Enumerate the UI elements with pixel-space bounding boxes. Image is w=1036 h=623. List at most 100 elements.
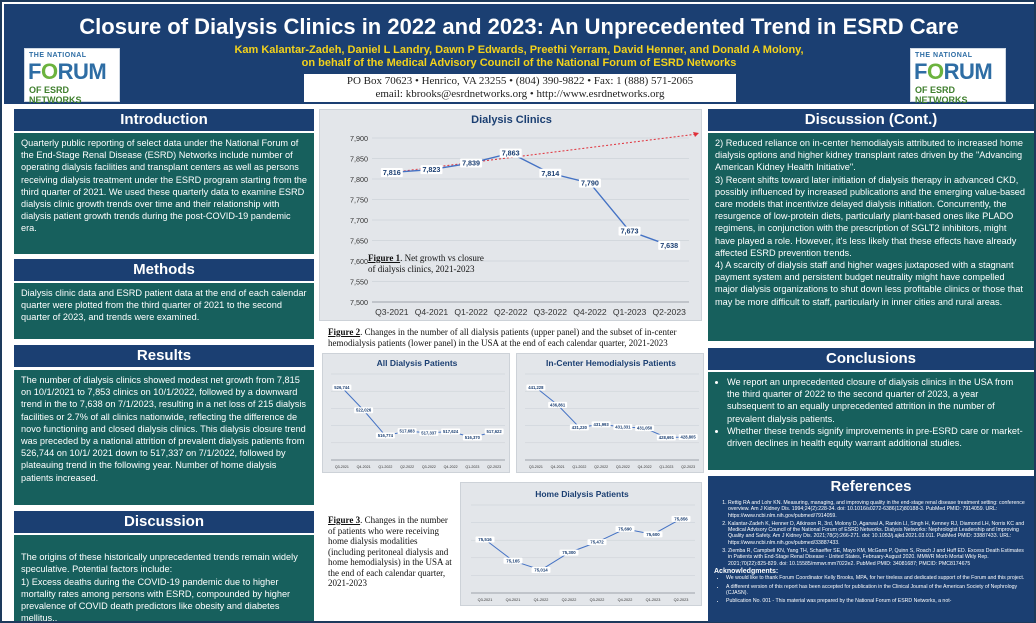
results-text: The number of dialysis clinics showed mo… <box>21 375 307 483</box>
logo-rum: RUM <box>943 59 993 84</box>
chart-title: All Dialysis Patients <box>377 358 458 368</box>
dialysis-clinics-svg: Dialysis Clinics 7,500 7,550 7,600 7,650 7,70… <box>350 114 699 317</box>
x-tick-label: Q2-2023 <box>681 465 695 469</box>
contact-address: PO Box 70623 • Henrico, VA 23255 • (804)… <box>346 75 694 87</box>
y-tick-label: 7,500 <box>350 298 368 307</box>
data-label: 428,691 <box>659 435 675 440</box>
figure3-text: . Changes in the number of patients who … <box>328 515 452 588</box>
x-tick-label: Q3-2021 <box>335 465 349 469</box>
x-tick-label: Q4-2021 <box>551 465 565 469</box>
discussion-body: The origins of these historically unprec… <box>14 535 314 623</box>
data-label: 75,472 <box>590 540 604 545</box>
x-tick-label: Q3-2022 <box>590 598 605 602</box>
x-tick-label: Q4-2022 <box>638 465 652 469</box>
data-label-bg <box>380 167 403 177</box>
ack-item: A different version of this report has b… <box>726 584 1028 597</box>
x-tick-label: Q2-2023 <box>674 598 689 602</box>
x-tick-label: Q2-2023 <box>652 307 686 317</box>
data-label: 431,230 <box>572 425 588 430</box>
header-banner: Closure of Dialysis Clinics in 2022 and … <box>4 4 1034 105</box>
data-label: 517,624 <box>443 429 459 434</box>
poster-title: Closure of Dialysis Clinics in 2022 and … <box>79 14 959 39</box>
discussion-cont-body: 2) Reduced reliance on in-center hemodia… <box>708 133 1034 341</box>
authors: Kam Kalantar-Zadeh, Daniel L Landry, Daw… <box>4 44 1034 70</box>
data-label-bg <box>420 165 443 175</box>
introduction-heading: Introduction <box>14 109 314 131</box>
results-heading: Results <box>14 345 314 367</box>
discussion-point-4: 4) A scarcity of dialysis staff and high… <box>715 260 1023 307</box>
references-body: Rettig RA and Lohr KN. Measuring, managi… <box>708 497 1034 622</box>
forum-logo-right: THE NATIONAL FORUM OF ESRD NETWORKS <box>910 48 1006 105</box>
y-tick-label: 7,750 <box>350 196 368 205</box>
x-tick-label: Q2-2022 <box>562 598 577 602</box>
conclusions-body: We report an unprecedented closure of di… <box>708 372 1034 470</box>
figure2-label: Figure 2 <box>328 327 361 337</box>
x-tick-label: Q1-2022 <box>534 598 549 602</box>
logo-f: F <box>914 59 927 84</box>
data-label: 517,622 <box>487 429 503 434</box>
y-tick-label: 7,550 <box>350 278 368 287</box>
data-label-bg <box>591 421 611 428</box>
data-label-bg <box>587 539 607 546</box>
figure2-text: . Changes in the number of all dialysis … <box>328 327 677 348</box>
discussion-point-3: 3) Recent shifts toward later initiation… <box>715 174 1026 258</box>
data-label: 75,165 <box>506 558 520 563</box>
results-body: The number of dialysis clinics showed mo… <box>14 370 314 505</box>
data-label-bg <box>503 557 523 564</box>
data-label-bg <box>635 425 655 432</box>
data-label-bg <box>441 428 461 435</box>
x-tick-label: Q3-2022 <box>422 465 436 469</box>
data-label-bg <box>354 407 374 414</box>
data-label: 7,823 <box>422 165 440 174</box>
x-tick-label: Q1-2022 <box>572 465 586 469</box>
conclusion-item: We report an unprecedented closure of di… <box>727 376 1027 425</box>
x-tick-label: Q4-2022 <box>444 465 458 469</box>
data-label-bg <box>375 432 395 439</box>
ack-item: Publication No. 001 - This material was … <box>726 598 1028 604</box>
x-tick-label: Q1-2023 <box>465 465 479 469</box>
x-tick-label: Q1-2023 <box>613 307 647 317</box>
data-label-bg <box>462 434 482 441</box>
data-label: 441,228 <box>528 385 544 390</box>
data-label-bg <box>475 536 495 543</box>
logo-line3: OF ESRD NETWORKS <box>915 85 968 105</box>
methods-body: Dialysis clinic data and ESRD patient da… <box>14 283 314 339</box>
data-label-bg <box>531 566 551 573</box>
data-label-bg <box>569 424 589 431</box>
data-label-bg <box>578 178 601 188</box>
references-heading: References <box>708 476 1034 498</box>
conclusion-item: Whether these trends signify improvement… <box>727 425 1027 449</box>
logo-word: FORUM <box>914 59 993 85</box>
chart-title: Dialysis Clinics <box>471 114 552 126</box>
series-line <box>535 387 689 439</box>
x-tick-label: Q4-2021 <box>506 598 521 602</box>
data-label-bg <box>559 549 579 556</box>
x-tick-label: Q3-2021 <box>529 465 543 469</box>
y-tick-label: 7,650 <box>350 237 368 246</box>
methods-text: Dialysis clinic data and ESRD patient da… <box>21 288 307 323</box>
reference-item: Rettig RA and Lohr KN. Measuring, managi… <box>728 500 1028 519</box>
trend-arrowhead <box>693 132 699 137</box>
data-label-bg <box>656 434 676 441</box>
x-tick-label: Q3-2022 <box>616 465 630 469</box>
data-label-bg <box>658 240 681 250</box>
data-label: 431,331 <box>615 424 631 429</box>
logo-line3: OF ESRD NETWORKS <box>29 85 82 105</box>
y-tick-label: 7,800 <box>350 175 368 184</box>
data-label: 428,805 <box>681 435 697 440</box>
x-tick-label: Q4-2021 <box>357 465 371 469</box>
data-label-bg <box>484 428 504 435</box>
data-label: 517,683 <box>400 429 416 434</box>
x-tick-label: Q1-2023 <box>659 465 673 469</box>
data-label: 7,790 <box>581 179 599 188</box>
data-label-bg <box>539 168 562 178</box>
x-tick-label: Q2-2023 <box>487 465 501 469</box>
data-label: 7,814 <box>541 169 559 178</box>
figure1-label: Figure 1 <box>368 253 401 263</box>
data-label: 75,856 <box>674 516 688 521</box>
data-label: 7,839 <box>462 159 480 168</box>
data-label: 7,816 <box>383 168 401 177</box>
chart-title: Home Dialysis Patients <box>535 489 629 499</box>
logo-f: F <box>28 59 41 84</box>
